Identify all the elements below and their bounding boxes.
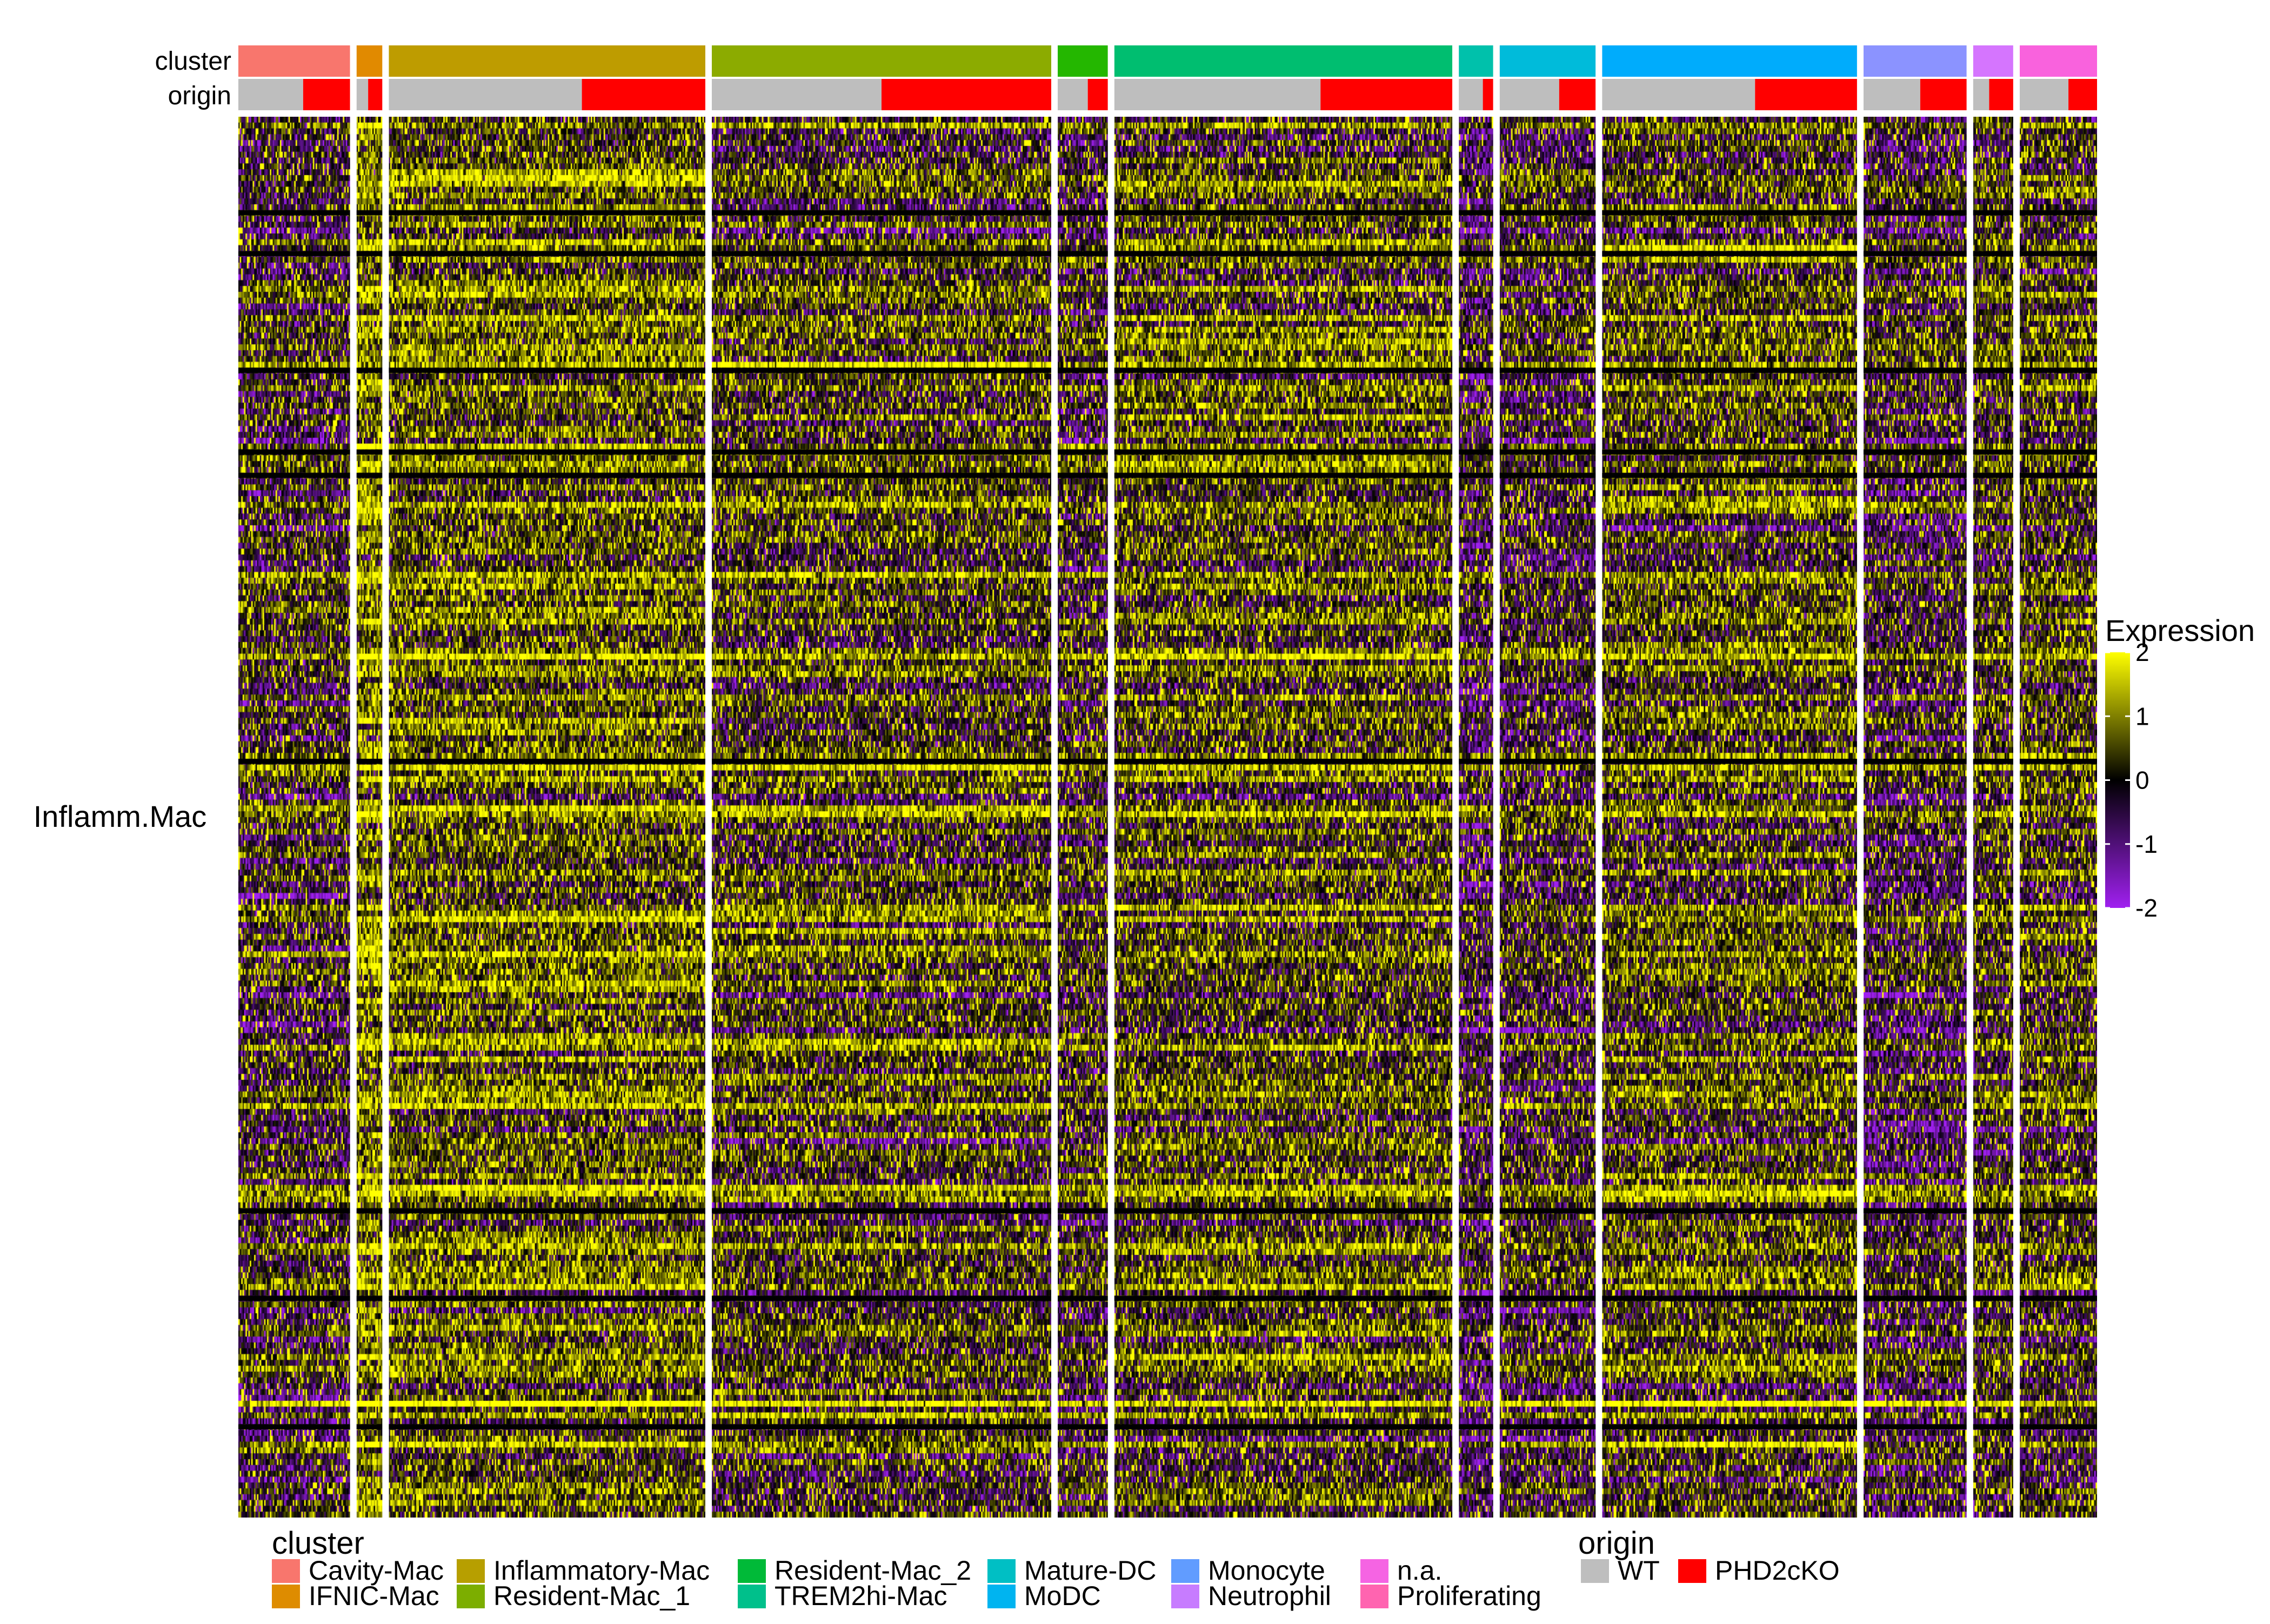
origin-bar-wt-6	[1459, 79, 1483, 110]
origin-bar-wt-4	[1058, 79, 1088, 110]
cluster-gap-9	[1966, 45, 1973, 1518]
cluster-bar-0	[238, 45, 350, 77]
legend-label-cluster-2-1: TREM2hi-Mac	[775, 1581, 947, 1611]
origin-bar-wt-3	[711, 79, 882, 110]
legend-label-cluster-5-0: n.a.	[1397, 1555, 1442, 1586]
legend-key-cluster-1-0	[457, 1559, 485, 1583]
origin-bar-ko-9	[1920, 79, 1967, 110]
annotation-row-label-cluster: cluster	[155, 47, 231, 76]
cluster-separators	[238, 45, 2097, 1518]
origin-bar-ko-2	[582, 79, 705, 110]
cluster-gap-6	[1493, 45, 1500, 1518]
cluster-bar-10	[1973, 45, 2013, 77]
origin-bar-wt-10	[1973, 79, 1989, 110]
cluster-gap-5	[1452, 45, 1459, 1518]
annotation-gap-1	[238, 110, 2097, 117]
cluster-gap-10	[2013, 45, 2020, 1518]
legend-key-cluster-5-1	[1360, 1585, 1388, 1608]
colorbar-tick-label-2: 0	[2135, 766, 2149, 794]
cluster-gap-3	[1051, 45, 1058, 1518]
row-group-label: Inflamm.Mac	[34, 799, 207, 833]
cluster-bar-11	[2019, 45, 2097, 77]
legend-label-cluster-3-0: Mature-DC	[1024, 1555, 1156, 1586]
cluster-legend-title: cluster	[272, 1526, 364, 1561]
legend-key-cluster-2-0	[738, 1559, 766, 1583]
origin-bar-wt-1	[356, 79, 369, 110]
legend-label-cluster-0-1: IFNIC-Mac	[309, 1581, 439, 1611]
cluster-gap-7	[1595, 45, 1603, 1518]
legend-label-cluster-0-0: Cavity-Mac	[309, 1555, 444, 1586]
annotation-gap-0	[238, 77, 2097, 79]
colorbar: 2 1 0 -1 -2	[2105, 638, 2158, 922]
cluster-bar-6	[1459, 45, 1493, 77]
legend-key-cluster-4-0	[1171, 1559, 1199, 1583]
colorbar-tick-label-4: -2	[2135, 894, 2158, 922]
cluster-gap-2	[705, 45, 712, 1518]
colorbar-tick-label-0: 2	[2135, 638, 2149, 666]
origin-bar-wt-0	[238, 79, 303, 110]
legend-key-cluster-0-0	[272, 1559, 300, 1583]
colorbar-tick-label-3: -1	[2135, 830, 2158, 858]
legend-label-origin-0: WT	[1618, 1555, 1660, 1586]
origin-legend-title: origin	[1578, 1526, 1655, 1561]
legend-label-origin-1: PHD2cKO	[1715, 1555, 1840, 1586]
legend-key-origin-1	[1678, 1559, 1706, 1583]
annotation-bars	[238, 45, 2097, 110]
legend-label-cluster-5-1: Proliferating	[1397, 1581, 1541, 1611]
cluster-gap-4	[1107, 45, 1114, 1518]
legend-label-cluster-4-1: Neutrophil	[1208, 1581, 1331, 1611]
annotation-row-label-origin: origin	[168, 82, 231, 110]
legend-key-cluster-5-0	[1360, 1559, 1388, 1583]
legend-label-cluster-3-1: MoDC	[1024, 1581, 1101, 1611]
origin-bar-ko-5	[1320, 79, 1453, 110]
legend-key-cluster-3-0	[987, 1559, 1016, 1583]
cluster-gap-0	[350, 45, 357, 1518]
origin-bar-ko-10	[1989, 79, 2013, 110]
cluster-gap-1	[382, 45, 389, 1518]
origin-bar-wt-9	[1863, 79, 1920, 110]
origin-bar-ko-3	[882, 79, 1052, 110]
origin-bar-wt-5	[1114, 79, 1321, 110]
origin-bar-ko-11	[2068, 79, 2097, 110]
origin-bar-ko-7	[1559, 79, 1596, 110]
origin-bar-ko-0	[303, 79, 350, 110]
heatmap-body	[238, 117, 2097, 1518]
cluster-gap-8	[1857, 45, 1864, 1518]
colorbar-tick-label-1: 1	[2135, 702, 2149, 730]
legend-key-cluster-4-1	[1171, 1585, 1199, 1608]
origin-bar-ko-8	[1755, 79, 1857, 110]
legend-label-cluster-4-0: Monocyte	[1208, 1555, 1325, 1586]
legend-label-cluster-1-1: Resident-Mac_1	[493, 1581, 690, 1611]
legend-key-origin-0	[1581, 1559, 1609, 1583]
cluster-bar-5	[1114, 45, 1453, 77]
legend-key-cluster-0-1	[272, 1585, 300, 1608]
legend: Cavity-MacIFNIC-MacInflammatory-MacResid…	[272, 1555, 1840, 1611]
legend-label-cluster-1-0: Inflammatory-Mac	[493, 1555, 710, 1586]
legend-key-cluster-2-1	[738, 1585, 766, 1608]
cluster-bar-7	[1499, 45, 1596, 77]
heatmap-cells	[238, 117, 2097, 1518]
cluster-bar-2	[389, 45, 705, 77]
origin-bar-ko-1	[368, 79, 383, 110]
origin-bar-ko-6	[1483, 79, 1493, 110]
origin-bar-wt-7	[1499, 79, 1559, 110]
legend-label-cluster-2-0: Resident-Mac_2	[775, 1555, 971, 1586]
origin-bar-wt-2	[389, 79, 582, 110]
cluster-bar-9	[1863, 45, 1967, 77]
origin-bar-wt-8	[1602, 79, 1755, 110]
origin-bar-ko-4	[1087, 79, 1108, 110]
legend-key-cluster-3-1	[987, 1585, 1016, 1608]
origin-bar-wt-11	[2019, 79, 2069, 110]
legend-key-cluster-1-1	[457, 1585, 485, 1608]
colorbar-title: Expression	[2105, 613, 2255, 647]
cluster-bar-8	[1602, 45, 1857, 77]
cluster-bar-4	[1058, 45, 1108, 77]
cluster-bar-1	[356, 45, 383, 77]
cluster-bar-3	[711, 45, 1052, 77]
